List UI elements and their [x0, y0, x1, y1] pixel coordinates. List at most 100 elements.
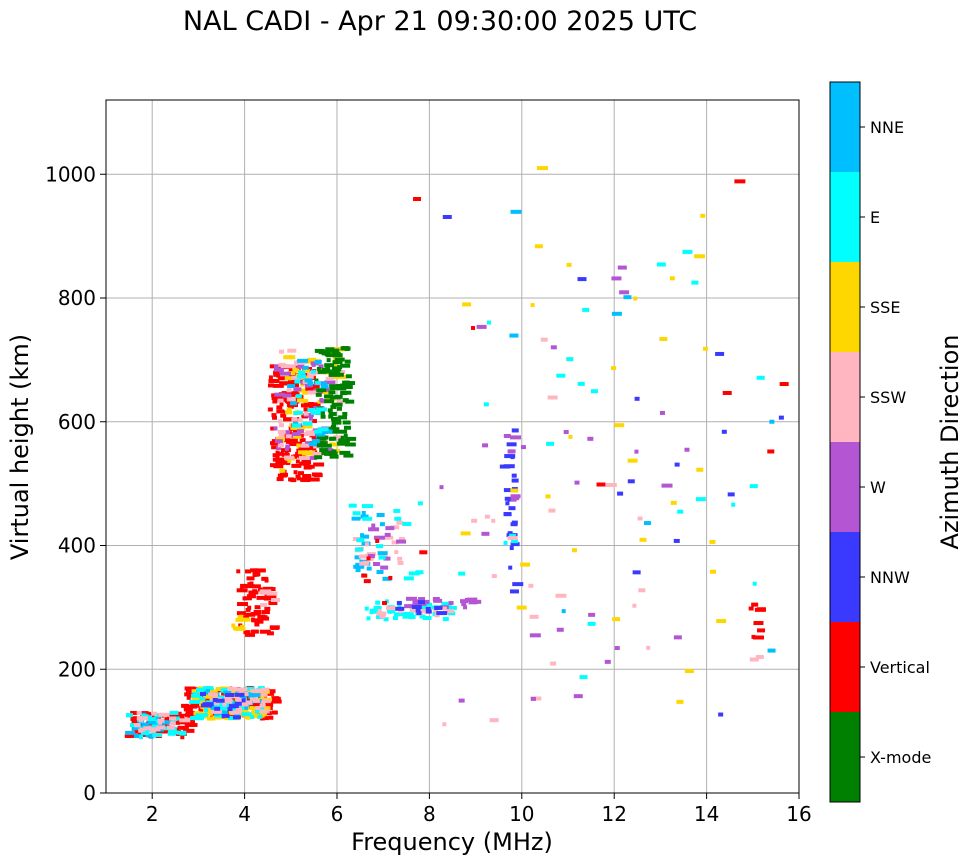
echo-point-nnw [715, 351, 725, 356]
echo-point-nnw [241, 698, 246, 703]
echo-point-e [483, 402, 489, 407]
echo-point-sse [633, 296, 638, 301]
x-tick-label: 12 [601, 802, 626, 826]
echo-point-e [316, 407, 328, 412]
colorbar-label-x-mode: X-mode [870, 748, 931, 767]
echo-point-nnw [442, 214, 452, 219]
echo-point-vertical [767, 449, 775, 454]
echo-point-nnw [511, 428, 519, 433]
echo-point-w [307, 456, 318, 461]
echo-point-nne [377, 551, 388, 556]
echo-point-w [433, 598, 443, 603]
echo-point-x-mode [338, 415, 348, 420]
echo-point-vertical [291, 463, 302, 468]
echo-point-vertical [287, 404, 294, 409]
x-tick-label: 4 [238, 802, 251, 826]
echo-point-nnw [503, 512, 512, 517]
echo-point-vertical [184, 728, 195, 733]
echo-point-vertical [182, 726, 189, 731]
echo-point-ssw [298, 455, 310, 460]
echo-point-sse [329, 442, 337, 447]
echo-point-x-mode [339, 383, 349, 388]
echo-point-x-mode [320, 441, 328, 446]
echo-point-w [634, 449, 639, 454]
echo-point-vertical [284, 450, 289, 455]
echo-point-nnw [510, 542, 520, 547]
echo-point-vertical [268, 689, 276, 694]
echo-point-nne [354, 555, 361, 560]
echo-point-e [749, 484, 758, 489]
echo-point-vertical [272, 453, 280, 458]
echo-point-e [129, 723, 137, 728]
echo-point-sse [286, 407, 292, 412]
echo-point-vertical [247, 605, 252, 610]
echo-point-nnw [225, 693, 235, 698]
echo-point-e [362, 516, 373, 521]
echo-point-vertical [131, 720, 142, 725]
echo-point-x-mode [336, 406, 342, 411]
echo-point-e [243, 686, 255, 691]
echo-point-ssw [484, 514, 490, 519]
echo-point-sse [251, 706, 257, 711]
echo-point-nne [302, 365, 309, 370]
echo-point-nnw [718, 712, 724, 717]
echo-point-w [461, 602, 467, 607]
echo-point-vertical [161, 729, 173, 734]
echo-point-vertical [361, 573, 368, 578]
echo-point-x-mode [339, 441, 348, 446]
x-tick-label: 2 [146, 802, 159, 826]
echo-point-vertical [168, 713, 179, 718]
echo-point-x-mode [316, 388, 327, 393]
echo-point-e [419, 614, 426, 619]
echo-point-vertical [303, 407, 308, 412]
echo-point-vertical [253, 572, 260, 577]
echo-point-e [415, 570, 424, 575]
echo-point-e [167, 731, 176, 736]
echo-point-e [582, 307, 590, 312]
echo-point-nne [611, 311, 622, 316]
echo-point-ssw [250, 688, 261, 693]
echo-point-vertical [413, 197, 422, 202]
echo-point-e [295, 394, 302, 399]
echo-point-e [315, 380, 322, 385]
echo-point-sse [627, 458, 638, 463]
echo-point-ssw [259, 709, 270, 714]
echo-point-nne [382, 576, 392, 581]
echo-point-nne [158, 727, 165, 732]
echo-point-nnw [504, 496, 515, 501]
echo-point-vertical [185, 688, 193, 693]
echo-point-nnw [411, 604, 422, 609]
echo-point-ssw [300, 443, 310, 448]
echo-point-e [197, 688, 207, 693]
echo-point-ssw [283, 455, 294, 460]
echo-point-vertical [272, 399, 278, 404]
echo-point-w [439, 605, 445, 610]
echo-point-x-mode [328, 390, 336, 395]
echo-point-vertical [756, 607, 766, 612]
echo-point-nnw [436, 611, 448, 616]
colorbar-swatch-sse [830, 262, 860, 352]
echo-point-w [684, 447, 690, 452]
echo-point-x-mode [331, 402, 343, 407]
echo-point-vertical [267, 383, 274, 388]
echo-point-vertical [275, 450, 280, 455]
echo-point-ssw [284, 364, 296, 369]
echo-point-x-mode [316, 366, 321, 371]
echo-point-vertical [288, 477, 295, 482]
echo-point-vertical [246, 703, 256, 708]
echo-point-ssw [555, 593, 567, 598]
echo-point-vertical [254, 568, 266, 573]
echo-point-x-mode [328, 411, 337, 416]
echo-point-ssw [169, 721, 176, 726]
echo-point-sse [262, 689, 270, 694]
echo-point-vertical [284, 381, 291, 386]
echo-point-e [189, 699, 201, 704]
echo-point-e [376, 615, 384, 620]
echo-point-sse [244, 715, 253, 720]
echo-point-nne [321, 429, 333, 434]
echo-point-sse [235, 617, 246, 622]
echo-point-sse [296, 443, 301, 448]
echo-point-sse [307, 357, 317, 362]
echo-point-x-mode [317, 441, 325, 446]
echo-point-nnw [418, 600, 426, 605]
